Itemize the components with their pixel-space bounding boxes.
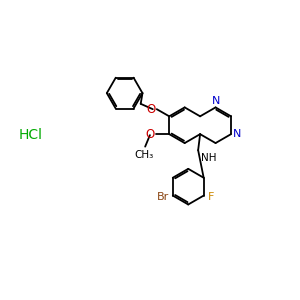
Text: HCl: HCl [19, 128, 43, 142]
Text: CH₃: CH₃ [134, 150, 154, 160]
Text: O: O [146, 128, 155, 141]
Text: O: O [146, 103, 156, 116]
Text: NH: NH [201, 153, 217, 163]
Text: F: F [208, 192, 214, 202]
Text: N: N [233, 129, 242, 139]
Text: N: N [212, 96, 220, 106]
Text: Br: Br [157, 192, 169, 202]
